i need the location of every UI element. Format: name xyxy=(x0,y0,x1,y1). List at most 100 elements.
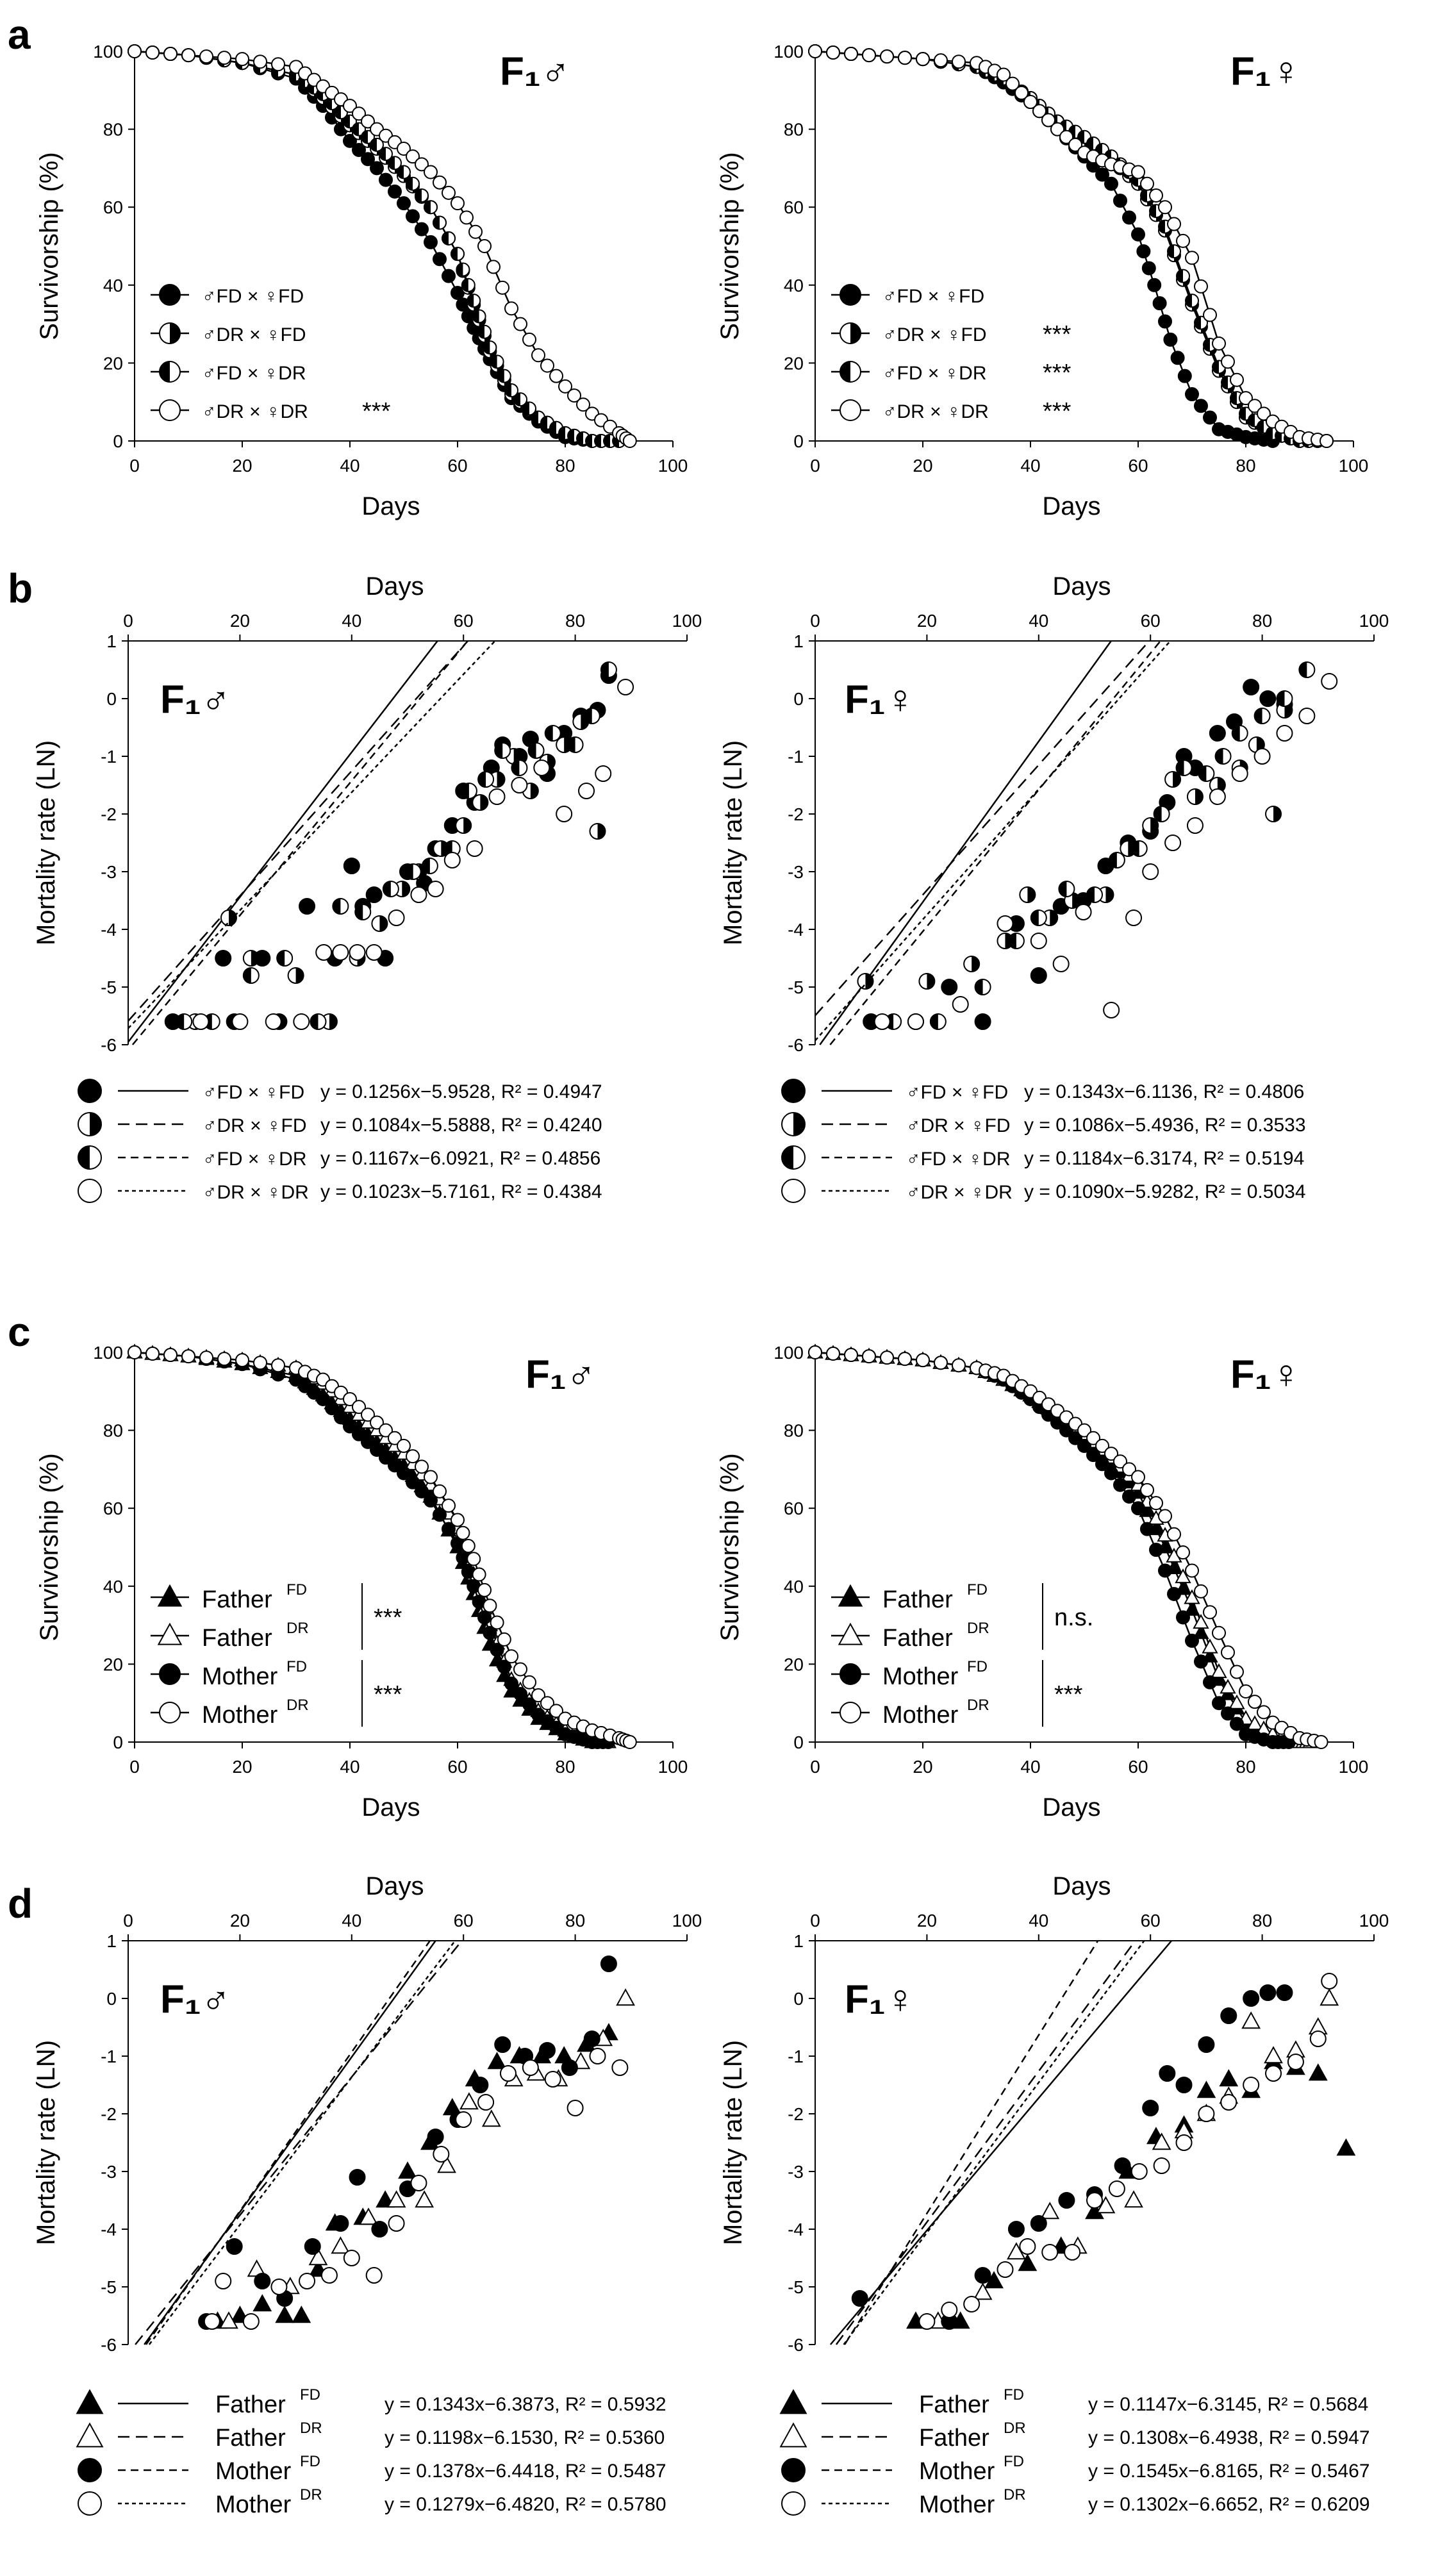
legend-label-superscript: FD xyxy=(1004,2453,1024,2470)
significance-label: *** xyxy=(1043,398,1071,425)
data-point xyxy=(1125,909,1143,926)
data-point xyxy=(217,1352,231,1366)
legend-label: Father xyxy=(202,1586,272,1613)
data-point xyxy=(1203,410,1217,425)
data-point xyxy=(539,2042,556,2059)
data-point xyxy=(1194,1584,1208,1598)
data-point-fill xyxy=(597,824,606,839)
data-point xyxy=(826,1347,840,1361)
legend-marker xyxy=(78,2491,102,2516)
data-point xyxy=(1152,2132,1171,2150)
data-point xyxy=(388,1431,402,1445)
data-point-fill xyxy=(352,122,359,136)
survivorship-chart-c-female: 0 20 40 60 80 100 0 20 40 60 80 100 Days Survivorship… xyxy=(716,1343,1368,1822)
data-point xyxy=(1265,806,1282,822)
data-point xyxy=(1164,771,1182,788)
y-tick-label: -5 xyxy=(101,2277,117,2297)
series-1 xyxy=(808,44,1334,448)
data-point xyxy=(1219,2069,1239,2087)
y-tick-label: -5 xyxy=(788,977,804,997)
series-3 xyxy=(128,44,637,448)
data-point xyxy=(522,401,536,416)
legend-marker xyxy=(838,1622,863,1645)
legend-label: Mother xyxy=(919,2458,995,2485)
data-point xyxy=(1336,2138,1356,2156)
data-point xyxy=(1014,85,1029,100)
data-point xyxy=(918,973,936,990)
data-point xyxy=(1265,2065,1282,2082)
data-point xyxy=(490,354,504,369)
data-point xyxy=(456,1525,470,1540)
x-tick-label: 80 xyxy=(1252,611,1272,631)
data-point xyxy=(343,114,357,129)
data-point xyxy=(1194,1654,1208,1669)
data-point xyxy=(1228,1694,1245,1709)
legend-label: Mother xyxy=(882,1663,959,1690)
data-point xyxy=(997,2261,1014,2278)
legend-label: Father xyxy=(215,2425,286,2452)
regression-line xyxy=(128,640,438,1043)
x-axis-title: Days xyxy=(1042,1793,1100,1822)
regression-line xyxy=(131,640,468,1045)
data-point xyxy=(952,54,966,69)
data-point-fill xyxy=(1277,691,1285,706)
fit-equation: y = 0.1343x−6.1136, R² = 0.4806 xyxy=(1024,1081,1304,1102)
data-point xyxy=(442,269,456,283)
data-point xyxy=(1193,1614,1209,1629)
data-point-fill xyxy=(406,177,413,190)
y-tick-label: 40 xyxy=(103,276,123,295)
data-point xyxy=(1221,354,1235,369)
significance-label: *** xyxy=(362,398,391,425)
data-point xyxy=(578,783,595,799)
fit-equation: y = 0.1090x−5.9282, R² = 0.5034 xyxy=(1024,1181,1306,1202)
data-point xyxy=(1203,1675,1217,1690)
legend-label: ♂DR × ♀DR xyxy=(882,401,989,422)
data-point xyxy=(1130,2163,1148,2180)
data-point-fill xyxy=(1266,426,1273,440)
data-point xyxy=(293,1013,310,1030)
data-point xyxy=(1152,296,1167,311)
fit-equation: y = 0.1184x−6.3174, R² = 0.5194 xyxy=(1024,1148,1304,1169)
data-point xyxy=(370,161,384,176)
x-tick-label: 20 xyxy=(917,1911,937,1930)
data-point xyxy=(349,944,366,961)
y-tick-label: -1 xyxy=(788,747,804,767)
data-point xyxy=(1140,176,1154,191)
x-tick-label: 100 xyxy=(672,1911,702,1930)
data-point xyxy=(199,1350,213,1365)
data-point xyxy=(1243,1990,1260,2007)
x-tick-label: 40 xyxy=(342,1911,361,1930)
data-point xyxy=(1184,1589,1200,1604)
data-point-fill xyxy=(1105,887,1114,902)
legend-marker xyxy=(159,399,181,421)
y-tick-label: -3 xyxy=(788,862,804,882)
data-point xyxy=(365,886,383,903)
legend-label: ♂FD × ♀FD xyxy=(202,286,304,307)
data-point-fill xyxy=(1254,708,1262,724)
data-point-fill xyxy=(567,737,575,752)
data-point xyxy=(271,1358,285,1373)
legend-panel-d: Father FD y = 0.1343x−6.3873, R² = 0.5932 F… xyxy=(76,2386,1370,2518)
legend-marker xyxy=(840,1663,861,1685)
fit-equation: y = 0.1084x−5.5888, R² = 0.4240 xyxy=(320,1115,602,1136)
data-point xyxy=(406,149,420,164)
data-point xyxy=(332,944,349,961)
data-point xyxy=(219,2311,238,2329)
data-point xyxy=(1122,1489,1136,1504)
data-point xyxy=(1108,852,1125,868)
data-point xyxy=(494,742,511,759)
data-point xyxy=(404,863,422,880)
data-point xyxy=(343,2250,360,2266)
panel-title: F₁♀ xyxy=(845,677,915,722)
data-point-fill xyxy=(405,864,413,879)
data-point xyxy=(595,765,612,782)
data-point-fill xyxy=(532,411,538,424)
data-point xyxy=(1023,95,1038,110)
x-axis-title: Days xyxy=(1052,572,1111,601)
data-point xyxy=(451,196,465,211)
data-point xyxy=(472,309,486,324)
panel-title: F₁♂ xyxy=(525,1352,596,1397)
data-point xyxy=(916,1353,930,1368)
data-point-fill xyxy=(461,278,468,292)
data-point xyxy=(275,2305,295,2323)
